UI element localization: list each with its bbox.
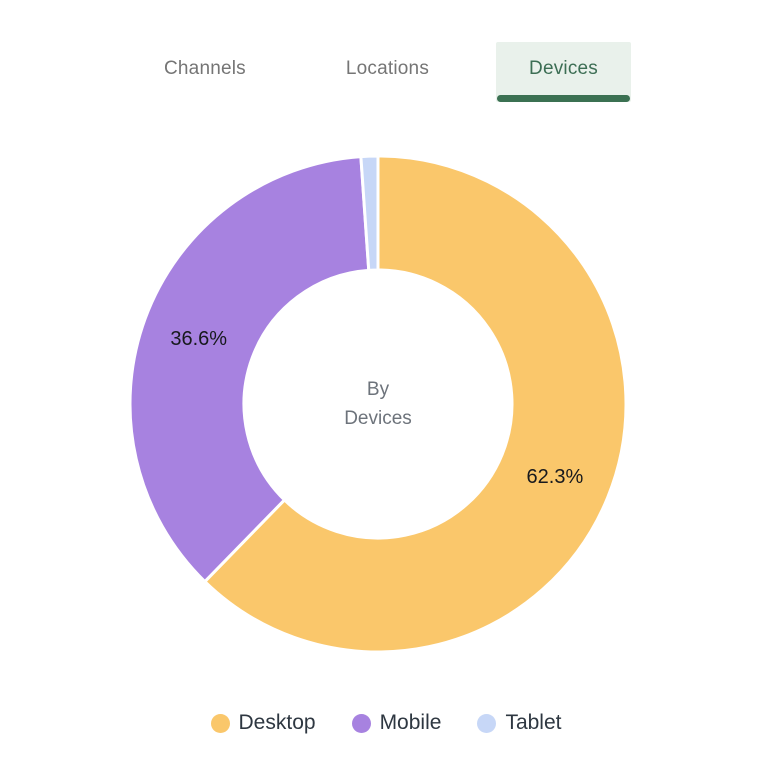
legend-swatch — [210, 713, 230, 733]
tab-locations-label: Locations — [345, 57, 430, 79]
tab-devices[interactable]: Devices — [496, 42, 632, 102]
legend-item-tablet[interactable]: Tablet — [477, 711, 561, 735]
legend-swatch — [477, 713, 497, 733]
tab-channels[interactable]: Channels — [131, 42, 279, 102]
donut-slice-mobile[interactable] — [128, 155, 371, 584]
tab-devices-label: Devices — [529, 57, 599, 79]
slice-percentage-label: 36.6% — [170, 328, 227, 350]
legend-label: Mobile — [379, 711, 442, 734]
legend-label: Desktop — [238, 711, 316, 734]
legend-item-desktop[interactable]: Desktop — [210, 711, 316, 735]
chart-legend: Desktop Mobile Tablet — [0, 711, 772, 735]
legend-item-mobile[interactable]: Mobile — [351, 711, 442, 735]
tab-locations[interactable]: Locations — [313, 42, 462, 102]
donut-slice-desktop[interactable] — [203, 154, 628, 654]
legend-label: Tablet — [505, 711, 562, 734]
chart-tabs: Channels Locations Devices — [131, 42, 632, 102]
slice-percentage-label: 62.3% — [527, 466, 584, 488]
tab-active-underline — [497, 95, 631, 102]
legend-swatch — [351, 713, 371, 733]
donut-slice-tablet[interactable] — [359, 154, 380, 272]
tab-channels-label: Channels — [163, 57, 246, 79]
